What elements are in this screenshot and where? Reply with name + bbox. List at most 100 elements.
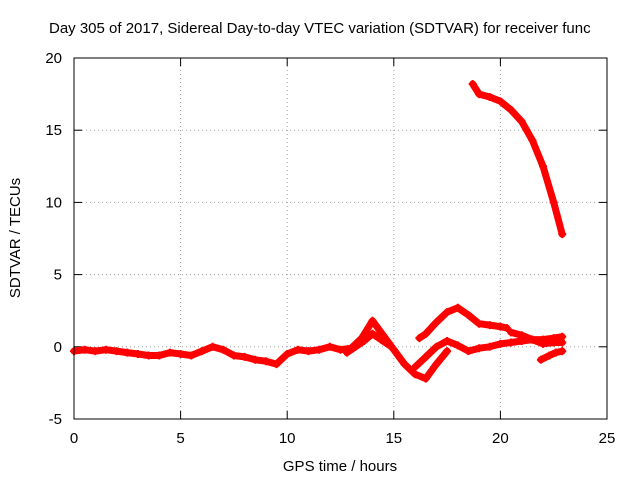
data-point [485,92,494,101]
series-line [469,80,566,238]
plot-frame [73,57,608,420]
data-point [558,230,567,239]
data-point [443,337,452,346]
data-marks [70,79,567,383]
data-point [240,352,249,361]
data-point [485,342,494,351]
data-point [453,341,462,350]
data-point [176,350,185,359]
data-point [400,360,409,369]
data-point [80,345,89,354]
data-point [539,162,548,171]
data-point [443,308,452,317]
data-point [101,345,110,354]
x-tick-label: 25 [599,430,616,447]
data-point [208,342,217,351]
data-point [528,136,537,145]
data-point [551,348,560,357]
data-point [123,348,132,357]
data-point [507,105,516,114]
data-point [432,342,441,351]
data-point [368,316,377,325]
data-point [421,352,430,361]
data-point [342,348,351,357]
data-point [293,345,302,354]
data-point [155,351,164,360]
y-tick-label: 15 [45,122,62,139]
data-point [261,357,270,366]
data-point [443,347,452,356]
x-tick-label: 15 [385,430,402,447]
data-point [507,338,516,347]
data-point [453,303,462,312]
axis-ticks: 0 5 10 15 20 25 -5 0 5 10 15 20 [45,50,615,447]
data-point [165,348,174,357]
data-point [539,339,548,348]
y-tick-label: 10 [45,194,62,211]
data-point [496,322,505,331]
data-point [432,318,441,327]
data-point [536,355,545,364]
grid [74,58,607,419]
data-point [517,117,526,126]
data-point [558,338,567,347]
data-point [545,351,554,360]
data-point [411,370,420,379]
series-branch-tail [507,328,567,348]
data-point [432,360,441,369]
data-point [91,347,100,356]
data-point [315,345,324,354]
data-point [485,321,494,330]
x-tick-label: 20 [492,430,509,447]
data-point [421,374,430,383]
data-point [187,351,196,360]
series-main-band [70,316,452,383]
data-point [112,347,121,356]
data-point [475,344,484,353]
data-point [496,97,505,106]
data-point [411,363,420,372]
data-point [475,319,484,328]
data-point [144,351,153,360]
data-point [219,345,228,354]
data-point [468,79,477,88]
data-point [507,328,516,337]
data-point [272,360,281,369]
series-branch-end-low [536,347,567,364]
series-branch-upper [415,303,511,343]
data-point [464,347,473,356]
data-point [496,339,505,348]
data-point [368,329,377,338]
data-point [528,335,537,344]
data-point [229,351,238,360]
data-point [336,345,345,354]
data-point [421,329,430,338]
x-tick-label: 10 [279,430,296,447]
series-line [415,304,511,342]
data-point [359,337,368,346]
data-point [325,342,334,351]
data-point [549,338,558,347]
x-axis-label: GPS time / hours [283,458,397,475]
data-point [558,347,567,356]
chart-title: Day 305 of 2017, Sidereal Day-to-day VTE… [49,20,591,37]
x-tick-label: 0 [70,430,78,447]
data-point [549,198,558,207]
data-point [385,341,394,350]
data-point [475,90,484,99]
data-point [389,345,398,354]
data-point [464,311,473,320]
y-axis-label: SDTVAR / TECUs [7,178,24,298]
x-tick-label: 5 [176,430,184,447]
y-tick-label: -5 [49,411,62,428]
data-point [283,350,292,359]
series-high-arc [468,79,567,239]
data-point [133,350,142,359]
data-point [197,347,206,356]
data-point [251,355,260,364]
data-point [377,335,386,344]
series-branch-mid [342,329,394,357]
y-tick-label: 20 [45,50,62,67]
data-point [517,331,526,340]
